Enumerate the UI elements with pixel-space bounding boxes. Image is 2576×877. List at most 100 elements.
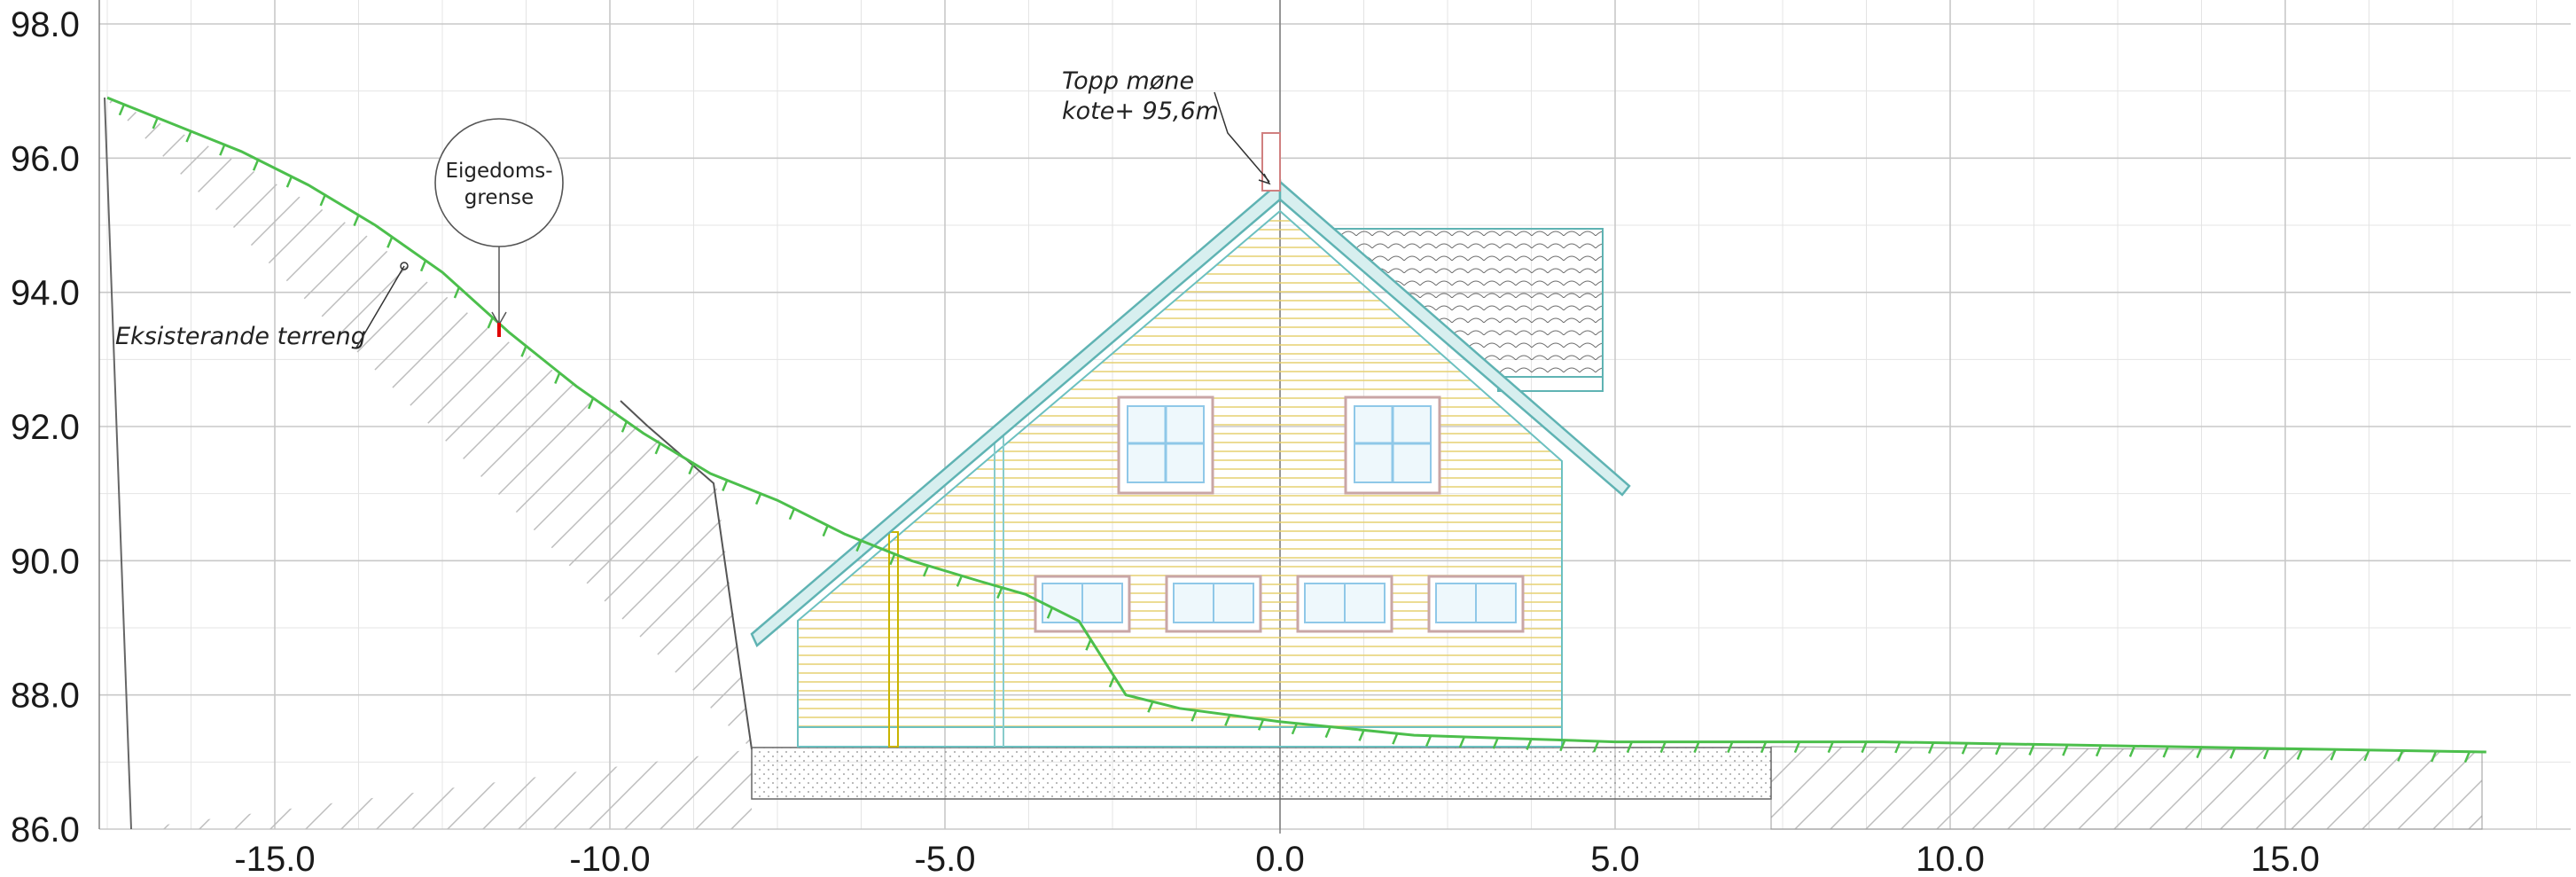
terrain-tick [419, 260, 427, 272]
x-tick-label: -15.0 [234, 840, 315, 877]
terrain-tick [2330, 748, 2337, 761]
terrain-tick [1291, 723, 1299, 735]
terrain-tick [822, 525, 829, 537]
terrain-tick [118, 104, 126, 116]
terrain-tick [1046, 607, 1054, 619]
lower-window [1296, 575, 1393, 633]
terrain-tick [2162, 746, 2169, 758]
terrain-tick [1257, 718, 1265, 731]
terrain-tick [453, 286, 461, 299]
terrain-tick [1526, 738, 1533, 750]
terrain-tick [1592, 740, 1600, 753]
terrain-right-hatch [1770, 746, 2483, 830]
terrain-tick [1458, 736, 1466, 748]
x-tick-label: 0.0 [1255, 840, 1305, 877]
terrain-tick [2196, 747, 2203, 759]
terrain-tick [1961, 742, 1969, 755]
ridge-annotation: Topp møne kote+ 95,6m [1062, 67, 1271, 185]
y-tick-label: 88.0 [11, 677, 80, 716]
y-tick-label: 92.0 [11, 408, 80, 447]
terrain-tick [554, 372, 561, 384]
lower-window [1165, 575, 1262, 633]
upper-window [1344, 395, 1441, 495]
terrain-tick [1894, 741, 1901, 754]
terrain-tick [2262, 748, 2270, 760]
terrain-tick [855, 540, 863, 552]
terrain-tick [788, 508, 796, 521]
roof-right [1278, 179, 1631, 497]
terrain-tick [1147, 701, 1154, 713]
terrain-tick [1425, 735, 1432, 748]
x-tick-label: 5.0 [1590, 840, 1640, 877]
terrain-tick [1559, 740, 1566, 752]
terrain-tick [219, 144, 226, 156]
terrain-leader-point [400, 262, 409, 270]
terrain-label: Eksisterande terreng [115, 323, 366, 350]
terrain-tick [1626, 741, 1634, 754]
y-tick-label: 98.0 [11, 5, 80, 44]
terrain-tick [1190, 709, 1198, 722]
terrain-tick [1358, 729, 1365, 741]
terrain-tick [2430, 750, 2438, 763]
terrain-tick [1760, 741, 1768, 754]
terrain-tick [2095, 745, 2103, 757]
y-axis-labels: 86.0 88.0 90.0 92.0 94.0 96.0 98.0 [11, 5, 80, 850]
property-boundary-annotation: Eigedoms- grense [434, 118, 564, 337]
terrain-tick [285, 176, 293, 188]
left-boundary-line [104, 97, 132, 830]
foundation-slab [751, 747, 1772, 800]
terrain-tick [2062, 744, 2069, 756]
terrain-tick [2229, 747, 2236, 759]
terrain-tick [2296, 748, 2304, 760]
y-tick-label: 90.0 [11, 542, 80, 581]
terrain-tick [353, 215, 360, 227]
terrain-tick [2128, 745, 2136, 757]
terrain-tick [587, 397, 595, 410]
terrain-tick [1492, 737, 1499, 749]
terrain-tick [185, 130, 192, 143]
terrain-tick [889, 553, 896, 566]
chimney [1261, 132, 1281, 192]
terrain-tick [1927, 742, 1935, 755]
terrain-tick [688, 463, 695, 475]
ridge-leader [1214, 91, 1270, 183]
terrain-tick [2463, 751, 2471, 763]
terrain-tick [1861, 741, 1868, 754]
terrain-annotation: Eksisterande terreng [115, 262, 409, 350]
y-tick-label: 94.0 [11, 274, 80, 313]
terrain-tick [922, 565, 930, 577]
terrain-tick [487, 317, 494, 329]
terrain-tick [152, 117, 159, 129]
terrain-tick [621, 420, 628, 433]
terrain-tick [1085, 638, 1092, 651]
downpipe [888, 531, 899, 748]
terrain-tick [1994, 743, 2002, 756]
terrain-tick [520, 345, 527, 357]
ridge-leader-arrow [1258, 173, 1271, 185]
boundary-label-line2: grense [464, 186, 534, 209]
ridge-label-line1: Topp møne [1062, 67, 1194, 95]
terrain-tick [722, 480, 729, 492]
boundary-bubble [434, 118, 564, 247]
x-tick-label: 10.0 [1916, 840, 1985, 877]
terrain-tick [319, 194, 326, 207]
lower-window [1034, 575, 1131, 633]
lower-window [1427, 575, 1525, 633]
terrain-line [106, 96, 2486, 754]
terrain-ticks [118, 104, 2471, 763]
terrain-section-hatch [105, 98, 752, 829]
x-tick-label: 15.0 [2251, 840, 2320, 877]
y-tick-label: 96.0 [11, 139, 80, 178]
terrain-tick [1827, 741, 1834, 754]
terrain-tick [386, 236, 394, 248]
ridge-label-line2: kote+ 95,6m [1062, 98, 1219, 125]
terrain-tick [956, 575, 964, 587]
y-tick-label: 86.0 [11, 810, 80, 850]
terrain-tick [2397, 749, 2404, 762]
terrain-tick [252, 159, 260, 171]
terrain-tick [1108, 676, 1116, 688]
house-elevation [750, 132, 1631, 748]
wall-base [797, 726, 1563, 748]
terrain-tick [2028, 743, 2035, 756]
terrain-tick [1793, 741, 1801, 754]
